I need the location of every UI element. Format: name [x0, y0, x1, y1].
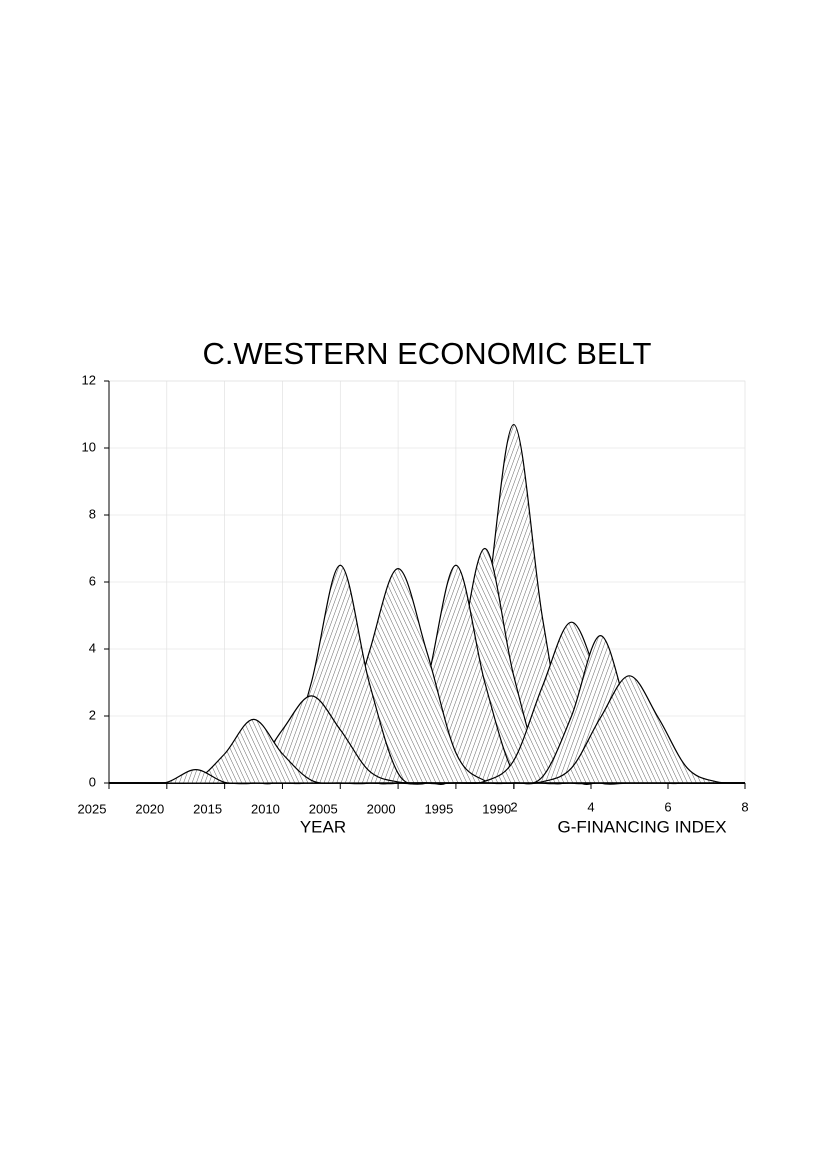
x-tick-label: 2025	[78, 801, 107, 816]
x2-axis-label: G-FINANCING INDEX	[557, 817, 726, 836]
ridge-fill	[109, 568, 745, 784]
x-tick-label: 2020	[135, 801, 164, 816]
y-tick-label: 6	[89, 573, 96, 588]
y-tick-label: 10	[82, 439, 96, 454]
y-tick-label: 0	[89, 774, 96, 789]
x-tick-label: 2015	[193, 801, 222, 816]
y-tick-label: 2	[89, 707, 96, 722]
x-tick-label: 1995	[424, 801, 453, 816]
ridge-fill	[109, 675, 745, 784]
x2-tick-label: 8	[741, 799, 748, 814]
x2-tick-label: 2	[510, 799, 517, 814]
x2-tick-label: 6	[664, 799, 671, 814]
y-tick-label: 4	[89, 640, 96, 655]
x-tick-label: 1990	[482, 801, 511, 816]
x2-tick-label: 4	[587, 799, 594, 814]
x-tick-label: 2005	[309, 801, 338, 816]
ridge-fill	[109, 719, 745, 784]
y-tick-label: 12	[82, 372, 96, 387]
x-tick-label: 2010	[251, 801, 280, 816]
ridge-fill	[109, 769, 745, 784]
y-tick-label: 8	[89, 506, 96, 521]
x-tick-label: 2000	[367, 801, 396, 816]
x-axis-label: YEAR	[300, 817, 346, 836]
chart-title: C.WESTERN ECONOMIC BELT	[203, 336, 652, 371]
